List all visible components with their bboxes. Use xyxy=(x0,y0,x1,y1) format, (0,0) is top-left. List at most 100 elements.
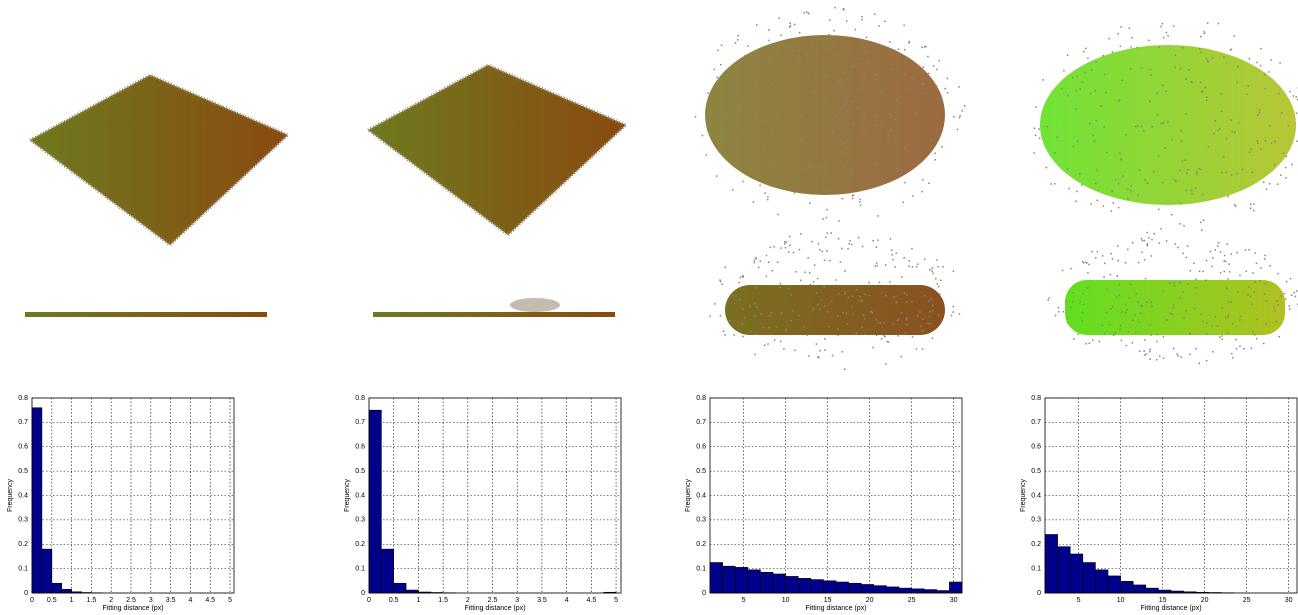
noise-point xyxy=(931,270,933,272)
noise-point xyxy=(1079,88,1081,90)
noise-point xyxy=(1223,260,1225,262)
x-axis-label: Fitting distance (px) xyxy=(102,605,163,612)
noise-point xyxy=(1088,263,1090,266)
noise-point xyxy=(1102,55,1105,57)
noise-point xyxy=(1104,262,1106,265)
noise-point xyxy=(1131,242,1134,244)
y-tick-label: 0.3 xyxy=(696,517,706,524)
x-tick-label: 10 xyxy=(1117,597,1125,604)
noise-point xyxy=(1072,145,1075,148)
noise-point xyxy=(1274,310,1276,312)
noise-point xyxy=(915,112,918,114)
noise-point xyxy=(895,99,898,101)
noise-point xyxy=(928,315,931,317)
noise-point xyxy=(789,24,792,27)
noise-point xyxy=(952,305,955,308)
noise-point xyxy=(1120,157,1122,160)
noise-point xyxy=(1071,301,1074,303)
noise-point xyxy=(1152,170,1155,173)
noise-point xyxy=(752,157,755,160)
noise-point xyxy=(829,19,831,22)
noise-point xyxy=(1160,25,1162,28)
noise-point xyxy=(732,189,734,191)
y-tick-label: 0.3 xyxy=(1031,517,1041,524)
noise-point xyxy=(1138,321,1140,323)
noise-point xyxy=(1124,262,1127,264)
noise-point xyxy=(1085,342,1087,345)
noise-point xyxy=(1115,296,1118,298)
noise-point xyxy=(1285,298,1287,300)
noise-point xyxy=(832,132,835,135)
noise-point xyxy=(1151,125,1154,128)
noise-point xyxy=(1085,47,1087,50)
noise-point xyxy=(1228,263,1230,265)
noise-point xyxy=(1095,119,1097,122)
noise-point xyxy=(841,312,844,314)
noise-point xyxy=(903,257,905,259)
noise-point xyxy=(1171,313,1173,315)
noise-point xyxy=(1150,74,1152,76)
noise-point xyxy=(828,326,830,328)
noise-point xyxy=(815,292,818,294)
noise-point xyxy=(873,13,876,15)
noise-point xyxy=(1062,310,1065,313)
noise-point xyxy=(779,286,782,289)
noise-point xyxy=(1157,155,1160,157)
noise-point xyxy=(740,132,743,134)
noise-point xyxy=(788,94,791,97)
noise-point xyxy=(759,260,762,262)
noise-point xyxy=(1109,273,1112,276)
noise-point xyxy=(824,166,827,169)
noise-point xyxy=(1277,304,1279,306)
noise-point xyxy=(1186,172,1188,175)
noise-point xyxy=(1144,179,1146,181)
bar xyxy=(873,585,887,594)
noise-point xyxy=(716,76,719,79)
noise-point xyxy=(956,128,959,131)
noise-point xyxy=(893,296,895,298)
noise-point xyxy=(1283,292,1286,295)
noise-point xyxy=(1264,139,1267,142)
noise-point xyxy=(1087,272,1089,274)
noise-point xyxy=(1128,27,1131,30)
noise-point xyxy=(1263,73,1266,76)
noise-point xyxy=(1086,286,1089,289)
x-tick-label: 20 xyxy=(866,597,874,604)
noise-point xyxy=(773,339,776,341)
bar xyxy=(823,580,837,594)
noise-point xyxy=(927,322,929,325)
noise-point xyxy=(769,44,771,46)
noise-point xyxy=(1179,169,1181,172)
noise-point xyxy=(1086,262,1088,264)
noise-point xyxy=(851,295,854,298)
bar xyxy=(381,548,395,594)
noise-point xyxy=(1236,172,1238,175)
noise-point xyxy=(851,194,854,197)
noise-point xyxy=(833,53,836,55)
bar xyxy=(393,582,407,594)
noise-point xyxy=(1150,334,1152,336)
noise-point xyxy=(878,25,881,27)
noise-point xyxy=(1096,199,1099,202)
noise-point xyxy=(923,258,926,261)
noise-point xyxy=(844,270,846,272)
noise-point xyxy=(892,323,894,325)
noise-point xyxy=(720,63,722,66)
noise-point xyxy=(1256,61,1258,64)
noise-point xyxy=(888,141,890,143)
noise-point xyxy=(1250,148,1252,151)
noise-point xyxy=(1085,261,1087,264)
noise-point xyxy=(1245,270,1247,273)
noise-point xyxy=(767,327,770,329)
noise-point xyxy=(931,304,934,307)
noise-point xyxy=(1200,221,1202,224)
noise-point xyxy=(1259,280,1261,282)
noise-point xyxy=(1081,311,1084,314)
noise-point xyxy=(875,246,878,248)
noise-point xyxy=(1121,79,1124,81)
noise-point xyxy=(906,89,909,91)
noise-point xyxy=(799,115,802,117)
noise-point xyxy=(1174,66,1176,69)
noise-point xyxy=(756,306,758,308)
noise-point xyxy=(1176,353,1178,355)
